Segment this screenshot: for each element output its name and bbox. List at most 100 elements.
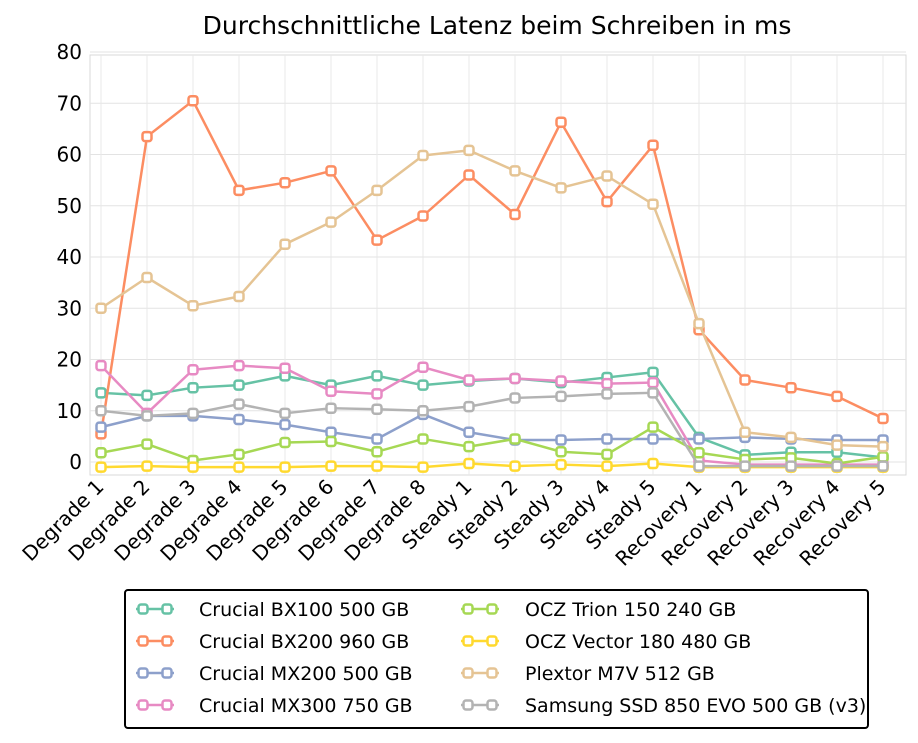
- legend-item: Crucial MX200 500 GB: [136, 663, 413, 685]
- data-point: [371, 388, 383, 400]
- data-point: [141, 271, 153, 284]
- legend-swatch-marker: [486, 699, 498, 711]
- legend-label: Crucial MX200 500 GB: [199, 663, 413, 685]
- data-point: [371, 403, 383, 415]
- legend-label: Samsung SSD 850 EVO 500 GB (v3): [525, 695, 866, 717]
- data-point: [647, 198, 659, 210]
- data-point: [187, 461, 199, 473]
- data-point: [877, 412, 889, 425]
- data-point: [371, 446, 383, 458]
- y-tick-label: 70: [57, 91, 82, 115]
- y-tick-label: 60: [57, 143, 82, 167]
- series-line: [100, 149, 884, 448]
- data-point: [417, 433, 429, 445]
- legend-swatch-marker: [486, 635, 498, 647]
- data-point: [463, 400, 475, 413]
- legend-swatch-marker: [137, 635, 149, 647]
- data-point: [555, 458, 567, 471]
- data-point: [325, 165, 337, 177]
- legend-item: Samsung SSD 850 EVO 500 GB (v3): [461, 695, 866, 717]
- legend-item: Crucial BX200 960 GB: [136, 631, 409, 653]
- data-point: [601, 460, 613, 472]
- legend-swatch-marker: [137, 667, 149, 679]
- data-point: [647, 433, 659, 445]
- data-point: [785, 431, 797, 444]
- legend-swatch-marker: [137, 699, 149, 711]
- data-point: [877, 440, 889, 453]
- data-point: [141, 438, 153, 450]
- data-point: [141, 410, 153, 422]
- data-point: [417, 361, 429, 373]
- data-point: [555, 375, 567, 387]
- data-point: [187, 381, 199, 394]
- data-point: [463, 169, 475, 181]
- data-point: [693, 433, 705, 445]
- data-point: [463, 374, 475, 386]
- data-point: [233, 290, 245, 303]
- data-point: [877, 451, 889, 463]
- y-tick-label: 30: [57, 296, 82, 320]
- data-point: [233, 398, 245, 410]
- data-point: [371, 460, 383, 472]
- legend-label: OCZ Vector 180 480 GB: [525, 631, 751, 653]
- data-point: [555, 182, 567, 194]
- y-tick-label: 0: [69, 450, 82, 474]
- data-point: [233, 359, 245, 372]
- data-point: [509, 165, 521, 177]
- plot-area: [89, 54, 907, 476]
- chart-title: Durchschnittliche Latenz beim Schreiben …: [203, 11, 792, 40]
- legend-swatch-marker: [486, 667, 498, 679]
- data-point: [555, 390, 567, 403]
- data-point: [187, 407, 199, 420]
- legend-label: Plextor M7V 512 GB: [525, 663, 715, 685]
- legend-swatch-marker: [462, 667, 474, 679]
- data-point: [371, 184, 383, 197]
- data-point: [95, 447, 107, 459]
- data-point: [739, 374, 751, 386]
- data-point: [233, 413, 245, 426]
- y-tick-label: 80: [57, 40, 82, 64]
- data-point: [739, 460, 751, 472]
- data-point: [279, 436, 291, 449]
- data-point: [693, 447, 705, 459]
- data-point: [417, 379, 429, 391]
- y-tick-label: 10: [57, 399, 82, 423]
- legend-swatch-marker: [462, 603, 474, 615]
- data-point: [95, 405, 107, 417]
- data-point: [785, 381, 797, 394]
- data-point: [233, 379, 245, 391]
- gridlines: [90, 51, 906, 475]
- series-group: [95, 421, 889, 470]
- data-point: [325, 402, 337, 414]
- data-point: [463, 440, 475, 453]
- data-point: [555, 434, 567, 446]
- data-point: [509, 460, 521, 472]
- data-point: [187, 299, 199, 312]
- data-point: [463, 426, 475, 439]
- data-point: [555, 446, 567, 458]
- data-point: [647, 376, 659, 389]
- data-point: [601, 448, 613, 461]
- series-line: [100, 391, 883, 468]
- y-tick-label: 40: [57, 245, 82, 269]
- data-point: [417, 210, 429, 222]
- data-point: [371, 234, 383, 246]
- data-point: [463, 144, 475, 157]
- data-point: [647, 457, 659, 470]
- legend-swatch-marker: [486, 603, 498, 615]
- data-point: [325, 460, 337, 472]
- data-point: [233, 448, 245, 461]
- data-point: [785, 460, 797, 472]
- series-line: [100, 413, 883, 442]
- series-line: [100, 364, 883, 466]
- legend-swatch-marker: [137, 603, 149, 615]
- data-point: [601, 170, 613, 182]
- legend: Crucial BX100 500 GB Crucial BX200 960 GB…: [124, 589, 869, 729]
- data-point: [417, 149, 429, 162]
- legend-swatch-marker: [161, 635, 173, 647]
- data-point: [279, 238, 291, 250]
- legend-item: OCZ Vector 180 480 GB: [461, 631, 751, 653]
- data-point: [647, 139, 659, 152]
